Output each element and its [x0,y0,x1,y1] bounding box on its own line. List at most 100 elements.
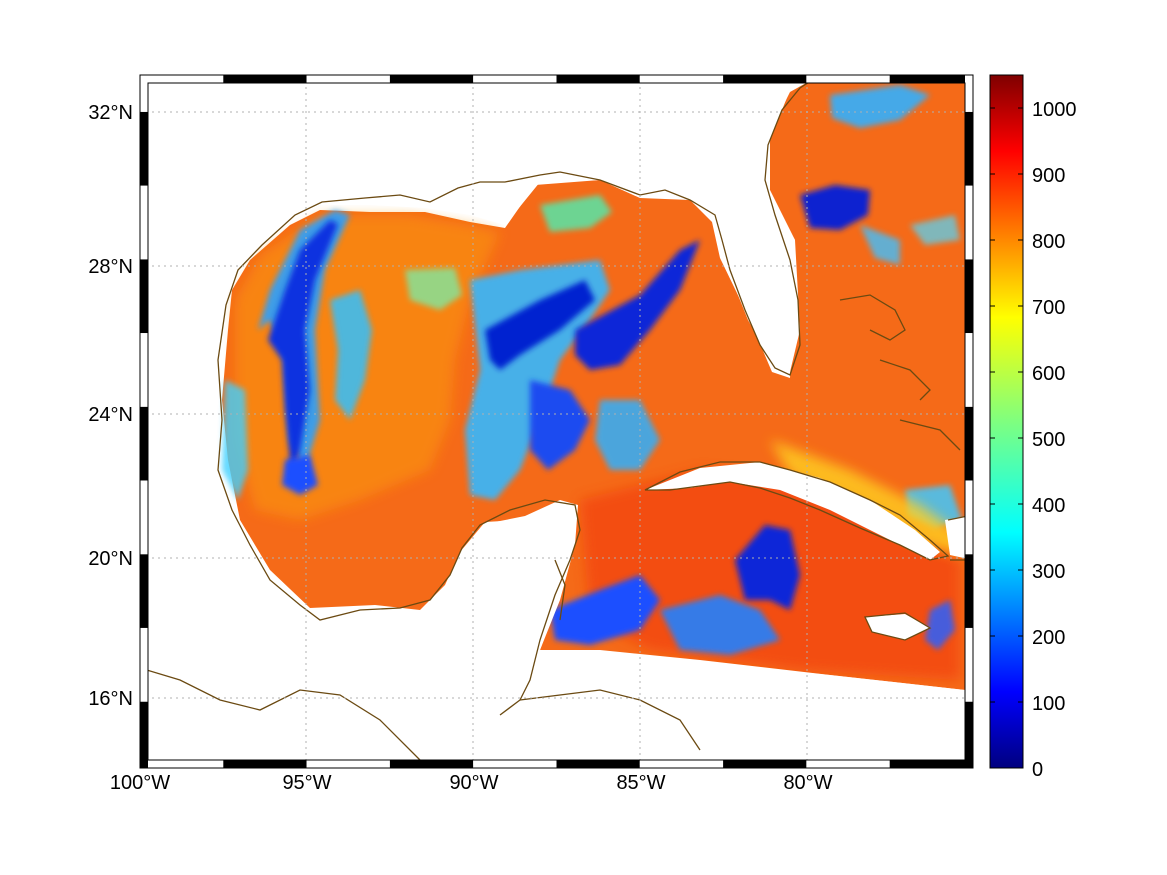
colorbar: 0 100 200 300 400 500 600 700 800 900 1000 [989,74,1077,781]
x-axis-labels: 100°W 95°W 90°W 85°W 80°W [110,772,833,794]
frame-segment-top [556,75,640,83]
caribbean-feature-2 [550,575,660,645]
frame-outer-border [139,74,974,769]
frame-segment-bottom [223,760,307,768]
frame-segment-bottom [473,760,557,768]
frame-segment-right [965,259,973,334]
frame-segment-left [140,259,148,334]
frame-segment-bottom [806,760,890,768]
frame-segment-left [140,185,148,260]
coastlines [140,75,973,761]
x-tick-label: 95°W [282,772,331,794]
frame-segment-top [306,75,390,83]
frame-segment-right [965,627,973,702]
jamaica-land [865,614,930,640]
western-band-1-core [268,220,338,480]
central-band-4 [595,400,660,470]
frame-segment-top [389,75,474,83]
frame-segment-right [965,701,973,768]
central-band-1 [465,260,610,500]
colorbar-tick-label: 700 [1032,297,1065,319]
frame-segment-right [965,480,973,555]
florida-land [650,75,820,372]
y-axis-labels: 16°N 20°N 24°N 28°N 32°N [88,102,133,710]
frame-segment-bottom [723,760,807,768]
frame-segment-bottom [389,760,474,768]
western-band-4 [282,455,318,495]
colorbar-tick-label: 600 [1032,363,1065,385]
y-tick-label: 16°N [88,688,133,710]
atlantic-feature-3 [860,225,900,265]
grid-lines [140,75,973,768]
x-tick-label: 100°W [110,772,170,794]
frame-segment-left [140,554,148,628]
colorbar-tick-label: 500 [1032,429,1065,451]
yucatan-coastline-detail [554,559,566,621]
us-gulf-coastline [217,75,821,421]
frame-segment-left [140,75,148,112]
caribbean-feature-1 [735,525,800,610]
colorbar-tick-label: 200 [1032,627,1065,649]
x-tick-label: 80°W [783,772,832,794]
frame-segment-right [965,111,973,186]
central-band-2-core [575,240,700,370]
land-mask [140,75,973,768]
frame-segment-top [889,75,973,83]
frame-segment-top [806,75,890,83]
colorbar-tick-label: 900 [1032,165,1065,187]
northern-gulf-feature [540,195,612,232]
low-value-features [222,85,962,655]
colorbar-tick-label: 800 [1032,231,1065,253]
frame-segment-right [965,333,973,407]
map-frame [139,74,974,769]
colorbar-tick-label: 0 [1032,759,1043,781]
frame-segment-bottom [556,760,640,768]
central-band-1-core [485,280,595,370]
frame-segment-left [140,111,148,186]
colorbar-gradient [989,74,1024,769]
atlantic-feature-1 [830,85,930,128]
frame-segment-right [965,75,973,112]
frame-segment-left [140,406,148,481]
frame-segment-bottom [140,760,224,768]
atlantic-feature-4 [910,215,960,245]
northern-gulf-feature-2 [405,268,462,310]
bahamas-coastline [839,294,961,451]
y-tick-label: 20°N [88,548,133,570]
map-plot-area [140,75,973,768]
frame-segment-top [639,75,724,83]
colorbar-tick-label: 300 [1032,561,1065,583]
central-america-coastline [140,667,421,761]
frame-segment-right [965,185,973,260]
central-band-3 [530,380,590,470]
mexico-coastline [217,419,581,716]
frame-segment-right [965,406,973,481]
frame-segment-bottom [306,760,390,768]
caribbean-feature-5 [925,600,955,650]
frame-segment-left [140,480,148,555]
x-tick-label: 85°W [616,772,665,794]
atlantic-feature-2 [800,185,870,230]
frame-segment-right [965,554,973,628]
frame-inner-border [147,82,966,761]
frame-segment-top [223,75,307,83]
frame-segment-top [723,75,807,83]
frame-segment-top [473,75,557,83]
frame-segment-bottom [889,760,973,768]
frame-segment-bottom [639,760,724,768]
central-america-land [140,650,973,768]
colorbar-ticks: 0 100 200 300 400 500 600 700 800 900 1000 [990,99,1077,781]
western-band-3 [222,380,248,500]
western-band-2 [330,290,372,420]
y-tick-label: 24°N [88,404,133,426]
colorbar-tick-label: 100 [1032,693,1065,715]
y-tick-label: 32°N [88,102,133,124]
caribbean-feature-3 [660,595,780,655]
honduras-coastline [519,689,701,751]
frame-segment-top [140,75,224,83]
frame-segment-left [140,333,148,407]
mexico-land [140,500,578,768]
frame-segment-left [140,627,148,702]
frame-segment-left [140,701,148,768]
